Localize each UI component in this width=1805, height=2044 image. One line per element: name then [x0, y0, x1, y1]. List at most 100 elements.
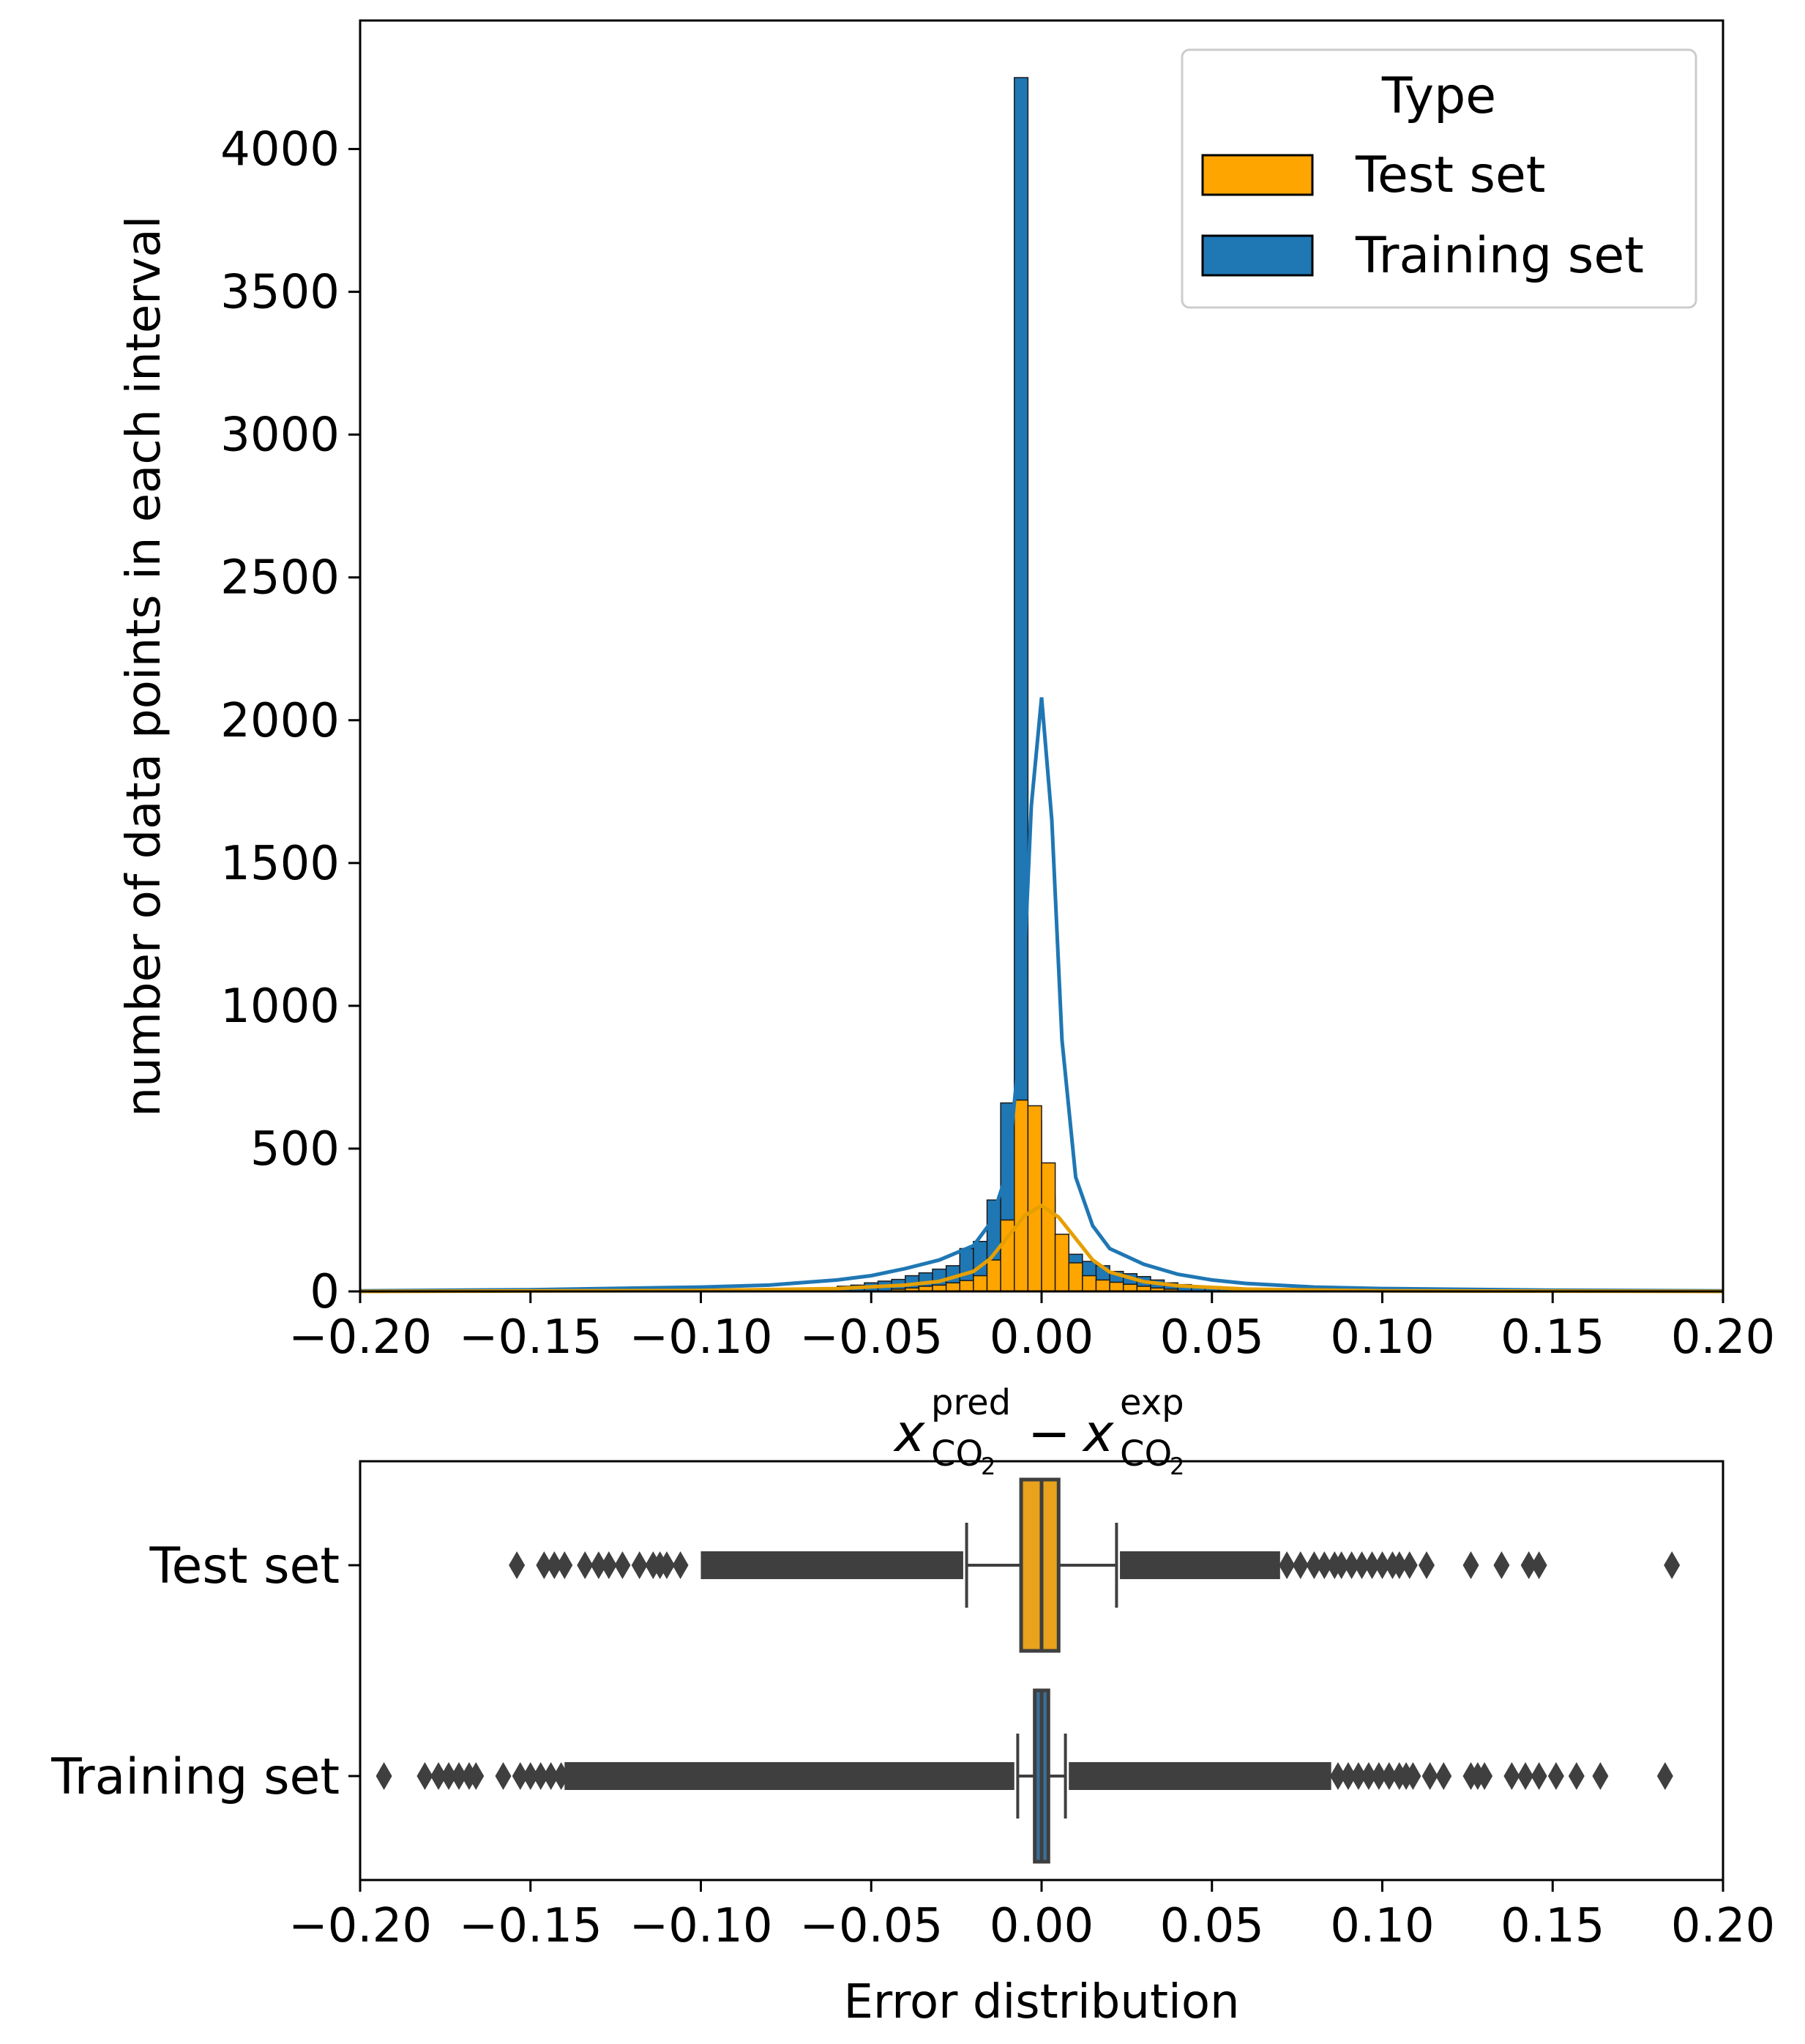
boxplot-x-tick-label: −0.20: [288, 1899, 432, 1953]
histogram-x-tick-label: 0.05: [1160, 1310, 1265, 1365]
training-outlier: [441, 1762, 457, 1790]
training-outlier: [1568, 1762, 1585, 1790]
boxplot-category-label: Test set: [149, 1537, 340, 1595]
test-outlier: [509, 1551, 526, 1579]
training-outlier: [1517, 1762, 1534, 1790]
test-bar: [1068, 1262, 1083, 1292]
training-outlier: [1350, 1762, 1367, 1790]
test-bar: [986, 1259, 1001, 1292]
training-outlier: [1547, 1762, 1564, 1790]
boxplot-x-tick-label: 0.10: [1330, 1899, 1435, 1953]
test-outlier: [1353, 1551, 1370, 1579]
test-outlier: [1462, 1551, 1479, 1579]
test-kde-line: [359, 1204, 1724, 1294]
test-outlier: [1520, 1551, 1537, 1579]
histogram-x-tick-label: −0.20: [288, 1310, 432, 1365]
legend-label-training: Training set: [1355, 227, 1644, 285]
xlabel-operator: −: [1028, 1403, 1071, 1463]
test-bar: [959, 1280, 974, 1292]
test-outlier: [556, 1551, 573, 1579]
histogram-x-tick-label: 0.00: [990, 1310, 1094, 1365]
test-outlier: [1419, 1551, 1435, 1579]
training-outlier: [1405, 1762, 1421, 1790]
training-outlier: [468, 1762, 485, 1790]
test-outlier-band: [1120, 1551, 1280, 1579]
xlabel-sub-1: CO: [931, 1433, 983, 1474]
histogram-x-ticks: −0.20 −0.15 −0.10 −0.05 0.00 0.05 0.10 0.15 0.20: [288, 1291, 1775, 1365]
histogram-x-tick-label: 0.20: [1671, 1310, 1776, 1365]
training-outlier: [1370, 1762, 1387, 1790]
legend: Type Test set Training set: [1181, 48, 1697, 309]
boxplot-x-tick-label: 0.00: [990, 1899, 1094, 1953]
test-outlier: [1531, 1551, 1547, 1579]
histogram-y-tick-label: 4000: [220, 123, 340, 177]
test-outlier: [1333, 1551, 1350, 1579]
training-outlier: [1531, 1762, 1547, 1790]
training-outlier: [1329, 1762, 1346, 1790]
test-bar: [1014, 1099, 1029, 1292]
test-bar: [973, 1275, 988, 1292]
boxplot-category-label: Training set: [51, 1748, 340, 1806]
histogram-y-tick-label: 3000: [220, 409, 340, 463]
training-outlier: [542, 1762, 559, 1790]
test-outlier: [658, 1551, 675, 1579]
boxplot-dense-outliers: [564, 1551, 1331, 1790]
boxplot-x-tick-label: −0.10: [629, 1899, 772, 1953]
test-bar: [1041, 1162, 1056, 1292]
training-outlier-band: [1069, 1762, 1331, 1790]
histogram-y-tick-label: 500: [250, 1122, 340, 1176]
histogram-y-tick-label: 2000: [220, 694, 340, 748]
test-outlier: [590, 1551, 607, 1579]
legend-swatch-test: [1201, 154, 1314, 196]
training-outlier-band: [564, 1762, 1014, 1790]
xlabel-base-2: x: [1082, 1403, 1114, 1463]
training-outlier: [553, 1762, 569, 1790]
test-outlier: [536, 1551, 553, 1579]
histogram-panel: −0.20 −0.15 −0.10 −0.05 0.00 0.05 0.10 0.15 0.20…: [117, 19, 1775, 1480]
histogram-x-tick-label: −0.10: [629, 1310, 772, 1365]
legend-swatch-training: [1201, 234, 1314, 277]
test-outlier: [672, 1551, 689, 1579]
histogram-x-tick-label: −0.05: [799, 1310, 943, 1365]
boxplot-x-tick-label: −0.15: [459, 1899, 602, 1953]
test-outlier: [1664, 1551, 1681, 1579]
test-outlier: [1493, 1551, 1510, 1579]
training-outlier: [416, 1762, 433, 1790]
training-outlier: [430, 1762, 447, 1790]
training-outlier: [1360, 1762, 1377, 1790]
boxplot-x-tick-label: 0.05: [1160, 1899, 1265, 1953]
histogram-y-tick-label: 3500: [220, 266, 340, 320]
training-outlier: [1435, 1762, 1452, 1790]
training-outlier: [522, 1762, 539, 1790]
test-outlier: [1279, 1551, 1296, 1579]
test-bars: [891, 1099, 1178, 1292]
test-outlier: [1401, 1551, 1418, 1579]
training-outlier: [495, 1762, 512, 1790]
training-outlier: [532, 1762, 549, 1790]
training-outlier: [512, 1762, 528, 1790]
training-outlier: [1421, 1762, 1438, 1790]
xlabel-base-1: x: [893, 1403, 925, 1463]
training-outlier: [1503, 1762, 1520, 1790]
test-outlier: [1292, 1551, 1309, 1579]
test-outlier: [1316, 1551, 1333, 1579]
boxplot-panel: −0.20 −0.15 −0.10 −0.05 0.00 0.05 0.10 0.15 0.20…: [51, 1460, 1775, 2029]
boxplot-x-axis-label: Error distribution: [843, 1975, 1239, 2029]
training-kde-line: [359, 697, 1724, 1293]
histogram-x-tick-label: 0.10: [1330, 1310, 1435, 1365]
histogram-y-ticks: 0 500 1000 1500 2000 2500 3000 3500 4000: [220, 123, 360, 1319]
histogram-y-tick-label: 1000: [220, 980, 340, 1034]
histogram-y-tick-label: 2500: [220, 551, 340, 605]
test-outlier: [1343, 1551, 1360, 1579]
training-outlier: [1592, 1762, 1609, 1790]
histogram-x-axis-label: x pred CO 2 − x exp CO 2: [893, 1382, 1184, 1480]
xlabel-sup-2: exp: [1120, 1382, 1184, 1423]
training-outlier: [375, 1762, 392, 1790]
training-outlier: [1656, 1762, 1673, 1790]
test-bar: [1054, 1234, 1069, 1292]
histogram-x-tick-label: 0.15: [1501, 1310, 1605, 1365]
test-outlier: [1306, 1551, 1323, 1579]
xlabel-subsub-1: 2: [981, 1452, 995, 1480]
test-outlier: [614, 1551, 631, 1579]
histogram-y-axis-label: number of data points in each interval: [117, 216, 171, 1117]
